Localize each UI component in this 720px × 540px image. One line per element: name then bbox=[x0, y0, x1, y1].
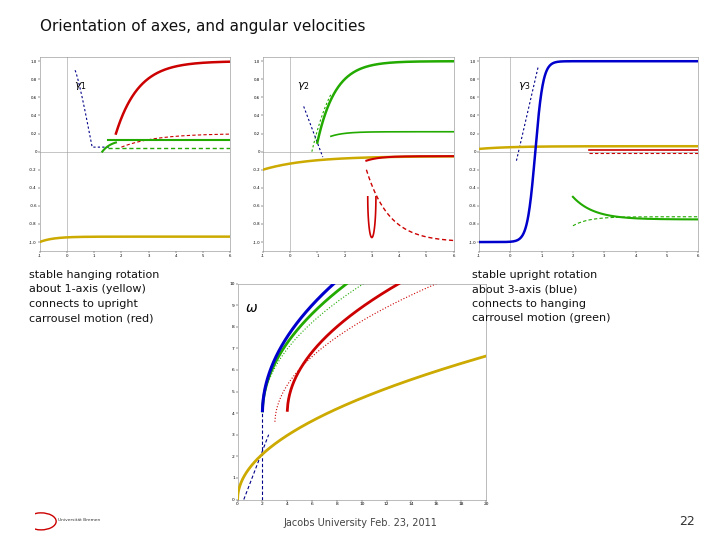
Text: stable upright rotation
about 3-axis (blue)
connects to hanging
carrousel motion: stable upright rotation about 3-axis (bl… bbox=[472, 270, 610, 323]
Text: Jacobs University Feb. 23, 2011: Jacobs University Feb. 23, 2011 bbox=[283, 518, 437, 528]
Text: 22: 22 bbox=[679, 515, 695, 528]
Text: $\omega$: $\omega$ bbox=[245, 301, 258, 315]
Text: Universität Bremen: Universität Bremen bbox=[58, 518, 101, 522]
Text: $\gamma_1$: $\gamma_1$ bbox=[74, 80, 87, 92]
Text: Orientation of axes, and angular velocities: Orientation of axes, and angular velocit… bbox=[40, 19, 365, 34]
Text: stable hanging rotation
about 1-axis (yellow)
connects to upright
carrousel moti: stable hanging rotation about 1-axis (ye… bbox=[29, 270, 159, 323]
Text: $\gamma_2$: $\gamma_2$ bbox=[297, 80, 310, 92]
Text: $\gamma_3$: $\gamma_3$ bbox=[518, 80, 531, 92]
